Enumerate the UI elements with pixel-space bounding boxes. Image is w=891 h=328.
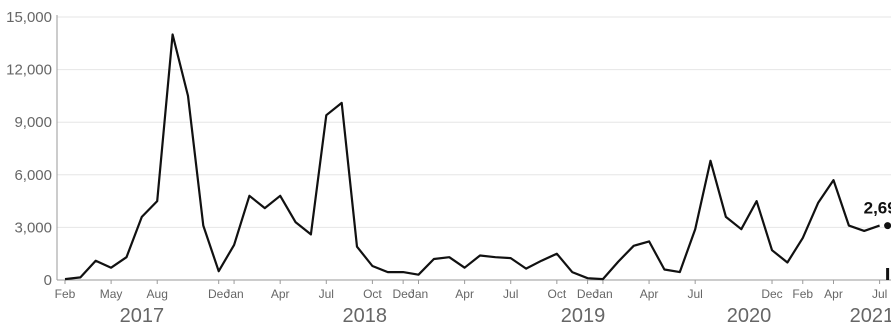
- y-axis-ticks: 0 3,000 6,000 9,000 12,000 15,000: [6, 9, 52, 289]
- x-tick-label: Jul: [319, 287, 334, 301]
- x-tick-label: Feb: [792, 287, 813, 301]
- x-tick-label: Dec: [761, 287, 782, 301]
- x-tick-label: Apr: [271, 287, 290, 301]
- series-line-0: [64, 33, 880, 281]
- x-tick-label: Oct: [548, 287, 567, 301]
- gridlines: [57, 16, 891, 228]
- y-tick-label: 3,000: [14, 219, 52, 236]
- y-tick-label: 12,000: [6, 62, 52, 79]
- y-tick-label: 0: [44, 272, 52, 289]
- year-label: 2020: [727, 305, 772, 327]
- x-tick-label: Dec: [392, 287, 413, 301]
- end-value-label: 2,69: [864, 199, 891, 218]
- x-tick-label: Apr: [640, 287, 659, 301]
- x-tick-label: Jan: [409, 287, 428, 301]
- end-point-marker: [884, 222, 891, 230]
- year-label: 2017: [120, 305, 165, 327]
- x-tick-label: Dec: [577, 287, 598, 301]
- y-tick-label: 6,000: [14, 167, 52, 184]
- year-label: 2019: [561, 305, 606, 327]
- x-tick-label: Jul: [872, 287, 887, 301]
- x-tick-label: Dec: [208, 287, 229, 301]
- series-layer: [64, 33, 880, 281]
- year-label: 2018: [342, 305, 387, 327]
- x-tick-label: Jan: [593, 287, 612, 301]
- year-label: 2021: [850, 305, 891, 327]
- x-tick-label: Aug: [147, 287, 168, 301]
- x-tick-label: Jul: [687, 287, 702, 301]
- x-tick-label: May: [100, 287, 123, 301]
- x-tick-label: Jan: [224, 287, 243, 301]
- x-tick-label: Apr: [455, 287, 474, 301]
- x-tick-label: Oct: [363, 287, 382, 301]
- y-tick-label: 9,000: [14, 114, 52, 131]
- year-labels: 2017 2018 2019 2020 2021: [120, 305, 891, 327]
- y-tick-label: 15,000: [6, 9, 52, 26]
- x-tick-label: Feb: [55, 287, 76, 301]
- end-annotation: 2,69: [864, 199, 891, 280]
- x-tick-label: Apr: [824, 287, 843, 301]
- x-tick-label: Jul: [503, 287, 518, 301]
